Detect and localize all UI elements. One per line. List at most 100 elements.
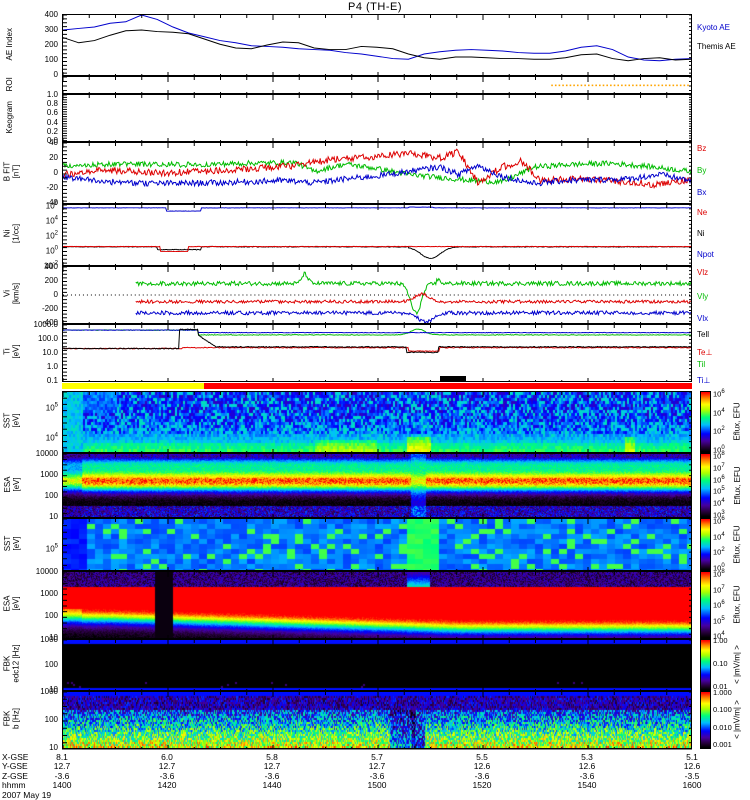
ytick-label: 0.1 bbox=[46, 376, 58, 385]
panel-ylabel-ae-index: AE Index bbox=[4, 28, 14, 61]
cb-esa-i bbox=[700, 571, 711, 639]
event-marker-secondary bbox=[440, 380, 461, 382]
legend-label-ne: Ne bbox=[697, 208, 708, 217]
axis-ticks bbox=[63, 454, 691, 517]
axis-row-label: Y-GSE bbox=[2, 761, 28, 772]
series-themis-ae bbox=[63, 29, 691, 62]
axis-tick-value-z-gse: -3.5 bbox=[684, 770, 700, 781]
spectrogram-esa-electron-spec bbox=[63, 454, 691, 517]
colorbar-tick-label: 104 bbox=[713, 531, 725, 541]
panel-vi-velocity bbox=[62, 266, 692, 324]
legend-label-bx: Bx bbox=[697, 188, 707, 197]
colorbar-tick-label: 106 bbox=[713, 515, 725, 526]
colorbar-title: Eflux, EFU bbox=[732, 585, 742, 624]
ytick-label: 1000 bbox=[40, 635, 58, 644]
colorbar-gradient bbox=[701, 572, 710, 638]
ytick-label: 1000 bbox=[40, 470, 58, 479]
spectrogram-fbk-edc12 bbox=[63, 640, 691, 690]
legend-label-tell: Tell bbox=[697, 330, 710, 339]
axis-tick-value-y-gse: 12.6 bbox=[578, 761, 596, 772]
ytick-label: 10 bbox=[49, 685, 58, 694]
legend-label-npot: Npot bbox=[697, 250, 714, 259]
axis-tick-value-hhmm: 1420 bbox=[157, 780, 177, 791]
axis-ticks bbox=[63, 267, 691, 323]
spectrogram-sst-electron-spec bbox=[63, 392, 691, 452]
axis-tick-value-x-gse: 5.1 bbox=[686, 752, 698, 762]
axis-tick-value-x-gse: 5.3 bbox=[581, 752, 593, 762]
ytick-label: 0.4 bbox=[46, 117, 58, 127]
legend-label-by: By bbox=[697, 166, 707, 175]
panel-esa-ion-spec bbox=[62, 571, 692, 639]
ytick-label: 10000 bbox=[35, 567, 58, 576]
density-traces bbox=[63, 206, 691, 259]
axis-ticks bbox=[63, 15, 691, 75]
axis-ticks bbox=[63, 692, 691, 748]
series-kyoto-ae bbox=[63, 15, 691, 62]
axis-tick-value-hhmm: 1540 bbox=[577, 780, 597, 791]
b-fit-traces bbox=[63, 148, 691, 189]
ytick-label: 10.0 bbox=[42, 348, 58, 357]
ytick-label: 102 bbox=[45, 230, 58, 241]
cb-fbk-b bbox=[700, 691, 711, 749]
legend-label-ti: Ti⊥ bbox=[697, 376, 711, 385]
axis-tick-value-x-gse: 6.0 bbox=[161, 752, 173, 762]
state-yellow bbox=[62, 383, 204, 389]
panel-fbk-edc12 bbox=[62, 639, 692, 691]
axis-tick-value-hhmm: 1440 bbox=[262, 780, 282, 791]
ytick-label: 1.0 bbox=[46, 90, 58, 99]
axis-tick-value-y-gse: 12.7 bbox=[158, 761, 176, 772]
ytick-label: -200 bbox=[41, 304, 58, 313]
colorbar-tick-label: 0.01 bbox=[713, 682, 728, 691]
axis-tick-value-y-gse: 12.7 bbox=[263, 761, 281, 772]
ytick-label: 1000 bbox=[40, 687, 58, 696]
axis-tick-value-hhmm: 1520 bbox=[472, 780, 492, 791]
colorbar-tick-label: 1.00 bbox=[713, 636, 728, 645]
colorbar-tick-label: 106 bbox=[713, 388, 725, 399]
colorbar-title: Eflux, EFU bbox=[732, 402, 742, 441]
ytick-label: 105 bbox=[45, 402, 58, 413]
axis-tick-value-x-gse: 5.7 bbox=[371, 752, 383, 762]
cb-fbk-e bbox=[700, 639, 711, 691]
axis-tick-value-z-gse: -3.6 bbox=[474, 770, 490, 781]
axis-tick-value-z-gse: -3.6 bbox=[54, 770, 70, 781]
ytick-label: 200 bbox=[44, 276, 58, 285]
colorbar-tick-label: 0.010 bbox=[713, 722, 732, 732]
ytick-label: 100 bbox=[45, 245, 58, 256]
colorbar-tick-label: 105 bbox=[713, 615, 725, 625]
panel-esa-electron-spec bbox=[62, 453, 692, 518]
colorbar-tick-label: 0.100 bbox=[713, 705, 732, 715]
axis-tick-value-x-gse: 5.5 bbox=[476, 752, 488, 762]
axis-tick-value-hhmm: 1600 bbox=[682, 780, 702, 791]
ytick-label: 40 bbox=[49, 138, 58, 147]
panel-ti-te-temperature bbox=[62, 324, 692, 382]
page-title: P4 (TH-E) bbox=[348, 1, 402, 13]
colorbar-tick-label: 103 bbox=[713, 509, 725, 520]
ytick-label: 1.0 bbox=[46, 362, 58, 371]
colorbar-tick-label: 105 bbox=[713, 486, 725, 496]
ytick-label: 100 bbox=[44, 491, 58, 500]
colorbar-gradient bbox=[701, 519, 710, 570]
colorbar-gradient bbox=[701, 392, 710, 452]
spectrogram-fbk-scm bbox=[63, 692, 691, 748]
colorbar-title: Eflux, EFU bbox=[732, 524, 742, 564]
ytick-label: 104 bbox=[45, 215, 58, 226]
axis-ticks bbox=[63, 143, 691, 203]
axis-row-label: X-GSE bbox=[2, 752, 29, 762]
panel-sst-electron-spec bbox=[62, 391, 692, 453]
colorbar-tick-label: 0.10 bbox=[713, 659, 728, 668]
colorbar-gradient bbox=[701, 692, 710, 748]
legend-label-vly: Vly bbox=[697, 292, 709, 301]
axis-ticks bbox=[63, 205, 691, 265]
ytick-label: 10 bbox=[49, 633, 58, 642]
panel-ylabel-keogram: Keogram bbox=[4, 101, 14, 134]
legend-label-themisae: Themis AE bbox=[697, 42, 736, 51]
x-axis-line bbox=[62, 748, 692, 750]
ytick-label: -40 bbox=[46, 198, 58, 207]
ytick-label: 0.0 bbox=[46, 136, 58, 145]
axis-tick-value-hhmm: 1400 bbox=[52, 780, 72, 791]
axis-ticks bbox=[63, 519, 691, 570]
ytick-label: -400 bbox=[41, 318, 58, 327]
legend-label-ni: Ni bbox=[697, 229, 705, 238]
spectrogram-esa-ion-spec bbox=[63, 572, 691, 638]
panel-sst-ion-spec bbox=[62, 518, 692, 571]
